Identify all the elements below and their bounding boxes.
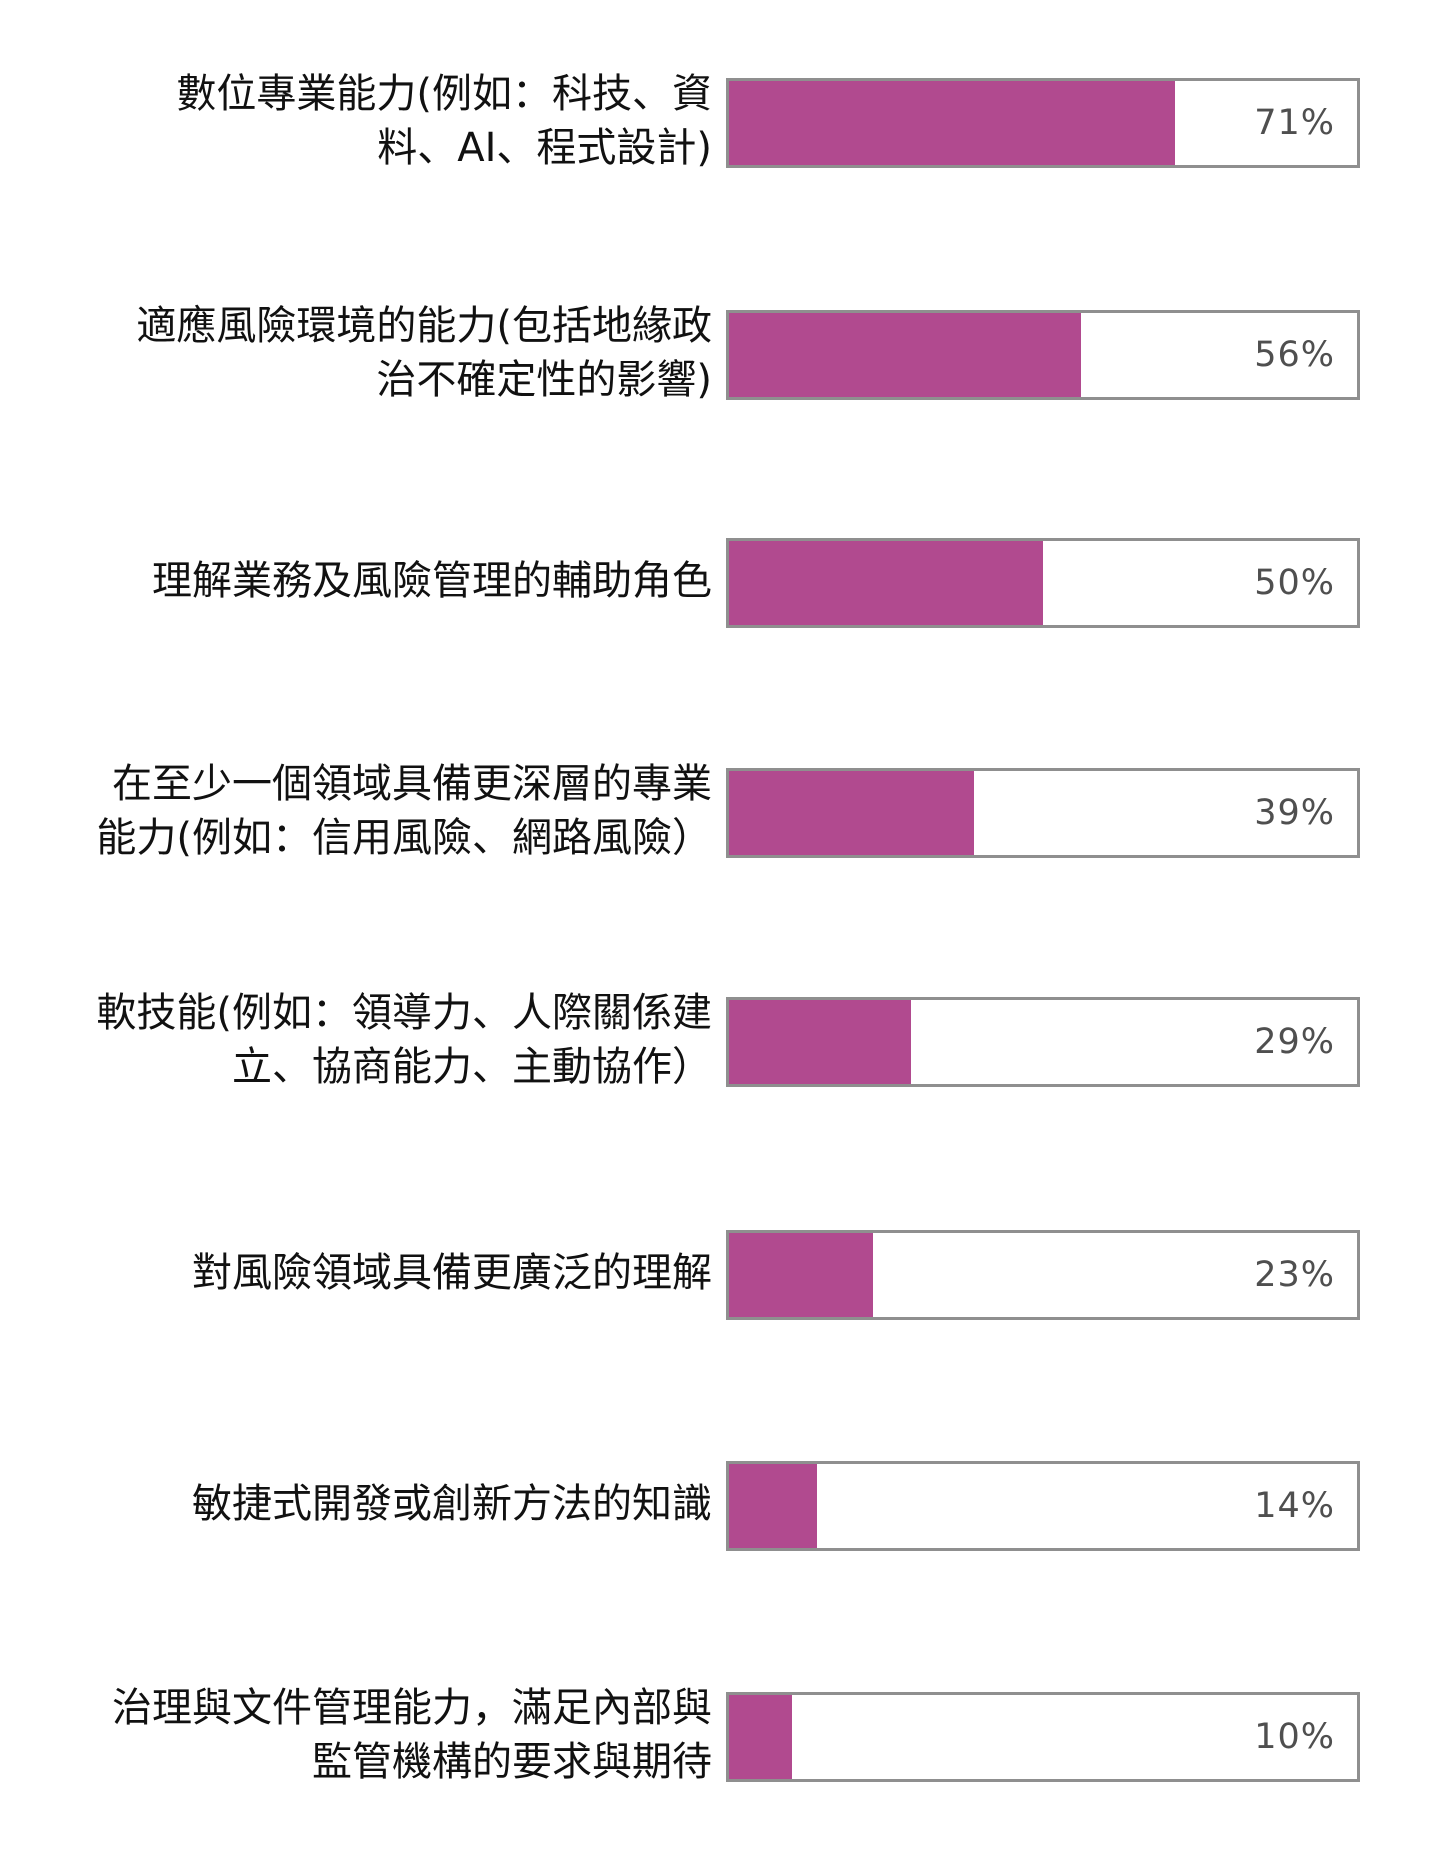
bar-value-label: 29% xyxy=(1254,1022,1335,1062)
bar-value-label: 39% xyxy=(1254,793,1335,833)
bar-frame: 39% xyxy=(726,768,1360,858)
category-label: 理解業務及風險管理的輔助角色 xyxy=(12,554,712,608)
bar xyxy=(729,541,1043,625)
bar-frame: 10% xyxy=(726,1692,1360,1782)
category-label-line: 敏捷式開發或創新方法的知識 xyxy=(192,1481,712,1527)
category-label-line: 對風險領域具備更廣泛的理解 xyxy=(192,1250,712,1296)
category-label-line: 在至少一個領域具備更深層的專業 xyxy=(112,761,712,807)
bar xyxy=(729,1233,873,1317)
category-label-line: 軟技能(例如：領導力、人際關係建 xyxy=(96,990,712,1036)
bar-value-label: 50% xyxy=(1254,563,1335,603)
category-label: 對風險領域具備更廣泛的理解 xyxy=(12,1246,712,1300)
category-label: 敏捷式開發或創新方法的知識 xyxy=(12,1477,712,1531)
bar-value-label: 23% xyxy=(1254,1255,1335,1295)
category-label: 治理與文件管理能力，滿足內部與監管機構的要求與期待 xyxy=(12,1681,712,1789)
category-label-line: 能力(例如：信用風險、網路風險） xyxy=(96,815,712,861)
category-label: 在至少一個領域具備更深層的專業能力(例如：信用風險、網路風險） xyxy=(12,757,712,865)
category-label-line: 適應風險環境的能力(包括地緣政 xyxy=(136,303,712,349)
bar-frame: 56% xyxy=(726,310,1360,400)
bar xyxy=(729,313,1081,397)
category-label: 適應風險環境的能力(包括地緣政治不確定性的影響) xyxy=(12,299,712,407)
category-label-line: 治理與文件管理能力，滿足內部與 xyxy=(112,1685,712,1731)
category-label-line: 立、協商能力、主動協作） xyxy=(232,1044,712,1090)
category-label: 軟技能(例如：領導力、人際關係建立、協商能力、主動協作） xyxy=(12,986,712,1094)
bar-frame: 50% xyxy=(726,538,1360,628)
category-label: 數位專業能力(例如：科技、資料、AI、程式設計) xyxy=(12,67,712,175)
bar xyxy=(729,771,974,855)
bar-value-label: 71% xyxy=(1254,103,1335,143)
category-label-line: 料、AI、程式設計) xyxy=(377,125,712,171)
category-label-line: 理解業務及風險管理的輔助角色 xyxy=(152,558,712,604)
bar xyxy=(729,81,1175,165)
category-label-line: 數位專業能力(例如：科技、資 xyxy=(176,71,712,117)
bar xyxy=(729,1000,911,1084)
bar-value-label: 56% xyxy=(1254,335,1335,375)
category-label-line: 治不確定性的影響) xyxy=(376,357,712,403)
bar-frame: 23% xyxy=(726,1230,1360,1320)
category-label-line: 監管機構的要求與期待 xyxy=(312,1739,712,1785)
bar-value-label: 14% xyxy=(1254,1486,1335,1526)
bar-frame: 71% xyxy=(726,78,1360,168)
bar-frame: 29% xyxy=(726,997,1360,1087)
bar-value-label: 10% xyxy=(1254,1717,1335,1757)
bar xyxy=(729,1464,817,1548)
bar xyxy=(729,1695,792,1779)
bar-frame: 14% xyxy=(726,1461,1360,1551)
